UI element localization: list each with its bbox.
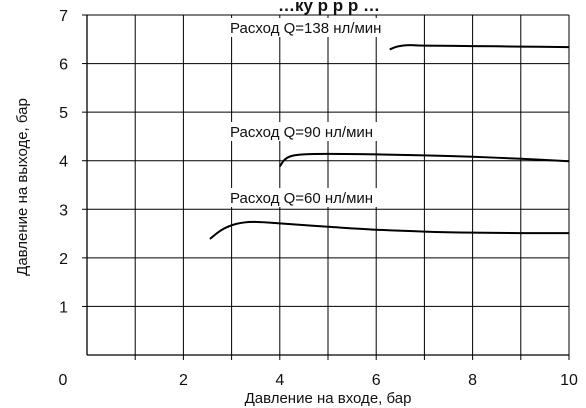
y-tick-label: 5 <box>59 105 68 122</box>
y-tick-label: 3 <box>59 202 68 219</box>
y-tick-label: 4 <box>59 154 68 171</box>
x-tick-label: 4 <box>275 372 284 389</box>
series-annotation: Расход Q=90 нл/мин <box>230 124 373 141</box>
y-axis-label: Давление на выходе, бар <box>14 98 31 276</box>
series-line <box>278 152 570 168</box>
series-annotation: Расход Q=60 нл/мин <box>230 190 373 207</box>
chart-title: …ку р р р … <box>278 0 380 15</box>
x-tick-label: 6 <box>372 372 381 389</box>
annotation-bg <box>228 18 390 37</box>
series-line <box>209 220 570 240</box>
series-annotation: Расход Q=138 нл/мин <box>230 20 381 37</box>
y-tick-label: 6 <box>59 57 68 74</box>
y-tick-label: 1 <box>59 299 68 316</box>
x-tick-label: 2 <box>179 372 188 389</box>
x-axis-label: Давление на входе, бар <box>245 390 412 407</box>
series-line <box>389 44 570 51</box>
x-tick-label: 10 <box>560 372 578 389</box>
annotation-bg <box>228 122 382 141</box>
y-tick-label: 2 <box>59 251 68 268</box>
series-annotations: Расход Q=138 нл/мин Расход Q=90 нл/мин Рас… <box>228 18 390 207</box>
x-tick-label: 8 <box>468 372 477 389</box>
y-tick-label: 7 <box>59 8 68 25</box>
annotation-bg <box>228 188 382 207</box>
grid <box>86 14 570 356</box>
x-tick-label: 0 <box>59 372 68 389</box>
plot-area <box>209 44 570 240</box>
